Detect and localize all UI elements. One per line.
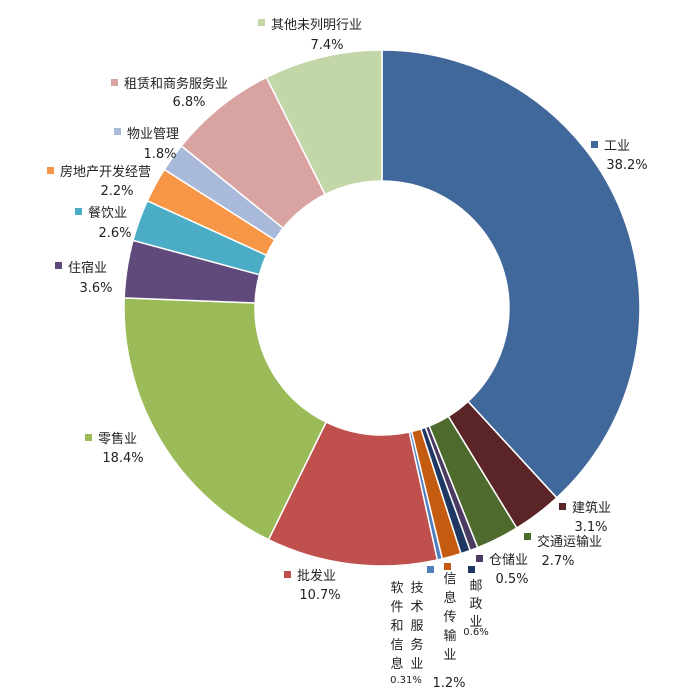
slice-label-name-12: 物业管理 xyxy=(127,127,179,142)
slice-label-name-6-col2-4: 业 xyxy=(410,657,423,672)
slice-label-value-9: 3.6% xyxy=(79,281,112,296)
slice-label-name-13: 租赁和商务服务业 xyxy=(124,76,228,92)
legend-marker-10 xyxy=(75,208,82,215)
slice-label-name-5-char-1: 息 xyxy=(443,590,456,606)
legend-marker-11 xyxy=(47,167,54,174)
slice-label-value-14: 7.4% xyxy=(310,38,343,53)
slice-label-name-5-char-3: 输 xyxy=(443,628,456,644)
slice-label-value-2: 2.7% xyxy=(541,554,574,569)
legend-marker-6 xyxy=(427,566,434,573)
slice-label-name-10: 餐饮业 xyxy=(88,205,127,221)
legend-marker-3 xyxy=(476,555,483,562)
slice-label-name-14: 其他未列明行业 xyxy=(271,18,362,33)
slice-label-name-4-char-1: 政 xyxy=(469,597,482,612)
legend-marker-0 xyxy=(591,141,598,148)
legend-marker-4 xyxy=(468,566,475,573)
slice-8 xyxy=(123,297,328,541)
slice-label-name-3: 仓储业 xyxy=(489,553,528,568)
slice-label-name-4-char-2: 业 xyxy=(469,615,482,630)
legend-marker-9 xyxy=(55,262,62,269)
legend-marker-2 xyxy=(524,533,531,540)
slice-label-value-11: 2.2% xyxy=(100,184,133,199)
slice-14 xyxy=(265,49,383,196)
legend-marker-12 xyxy=(114,128,121,135)
slice-label-name-8: 零售业 xyxy=(98,431,137,447)
slice-label-value-8: 18.4% xyxy=(102,451,143,466)
slice-label-name-5-char-4: 业 xyxy=(443,648,456,663)
slice-label-name-5-char-2: 传 xyxy=(443,610,456,625)
slice-0 xyxy=(381,49,641,499)
slice-label-name-6-col1-3: 信 xyxy=(390,638,403,653)
slice-label-name-0: 工业 xyxy=(604,139,630,154)
legend-marker-5 xyxy=(444,563,451,570)
slice-label-name-11: 房地产开发经营 xyxy=(60,164,151,180)
slice-label-value-4: 0.6% xyxy=(463,627,488,638)
slice-label-name-4-char-0: 邮 xyxy=(469,579,482,594)
slice-label-value-12: 1.8% xyxy=(143,147,176,162)
slice-label-name-6-col2-0: 技 xyxy=(410,581,423,596)
labels-group: 工业 38.2% 建筑业 3.1%交通运输业 2.7% 仓储业 0.5% 批发业 10.7% 零售… xyxy=(47,18,648,691)
slice-label-name-6-col1-2: 和 xyxy=(390,619,403,634)
legend-marker-8 xyxy=(85,434,92,441)
slice-label-name-9: 住宿业 xyxy=(68,260,107,276)
slice-label-value-1: 3.1% xyxy=(574,520,607,535)
slice-label-name-1: 建筑业 xyxy=(572,500,611,516)
legend-marker-14 xyxy=(258,19,265,26)
slice-label-name-6-col2-3: 务 xyxy=(410,637,423,653)
slice-label-value-3: 0.5% xyxy=(495,572,528,587)
slice-label-name-6-col1-4: 息 xyxy=(390,656,403,672)
slice-label-name-2: 交通运输业 xyxy=(537,534,602,550)
slice-label-value-13: 6.8% xyxy=(172,95,205,110)
legend-marker-1 xyxy=(559,503,566,510)
slice-label-name-6-col2-2: 服 xyxy=(410,619,423,634)
slices-group xyxy=(123,49,641,567)
slice-label-name-5-char-0: 信 xyxy=(443,572,456,587)
slice-label-value-10: 2.6% xyxy=(98,226,131,241)
slice-label-value-6: 0.31% xyxy=(390,675,422,686)
slice-label-value-0: 38.2% xyxy=(606,158,647,173)
slice-label-name-7: 批发业 xyxy=(297,568,336,584)
legend-marker-7 xyxy=(284,571,291,578)
slice-label-value-5: 1.2% xyxy=(432,676,465,691)
slice-label-value-7: 10.7% xyxy=(299,588,340,603)
slice-label-name-6-col2-1: 术 xyxy=(410,600,423,615)
legend-marker-13 xyxy=(111,79,118,86)
slice-label-name-6-col1-0: 软 xyxy=(390,581,403,596)
slice-label-name-6-col1-1: 件 xyxy=(390,600,403,615)
